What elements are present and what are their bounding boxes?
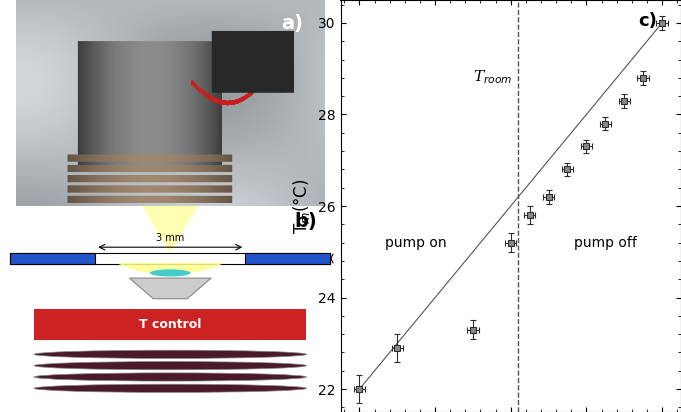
Text: c): c) [638, 12, 657, 30]
Text: pump on: pump on [385, 236, 447, 250]
Text: T$_{room}$: T$_{room}$ [473, 69, 513, 87]
Ellipse shape [34, 350, 306, 358]
Text: b): b) [294, 212, 317, 231]
Y-axis label: T$_m$(°C): T$_m$(°C) [291, 178, 313, 234]
Bar [10, 253, 95, 264]
Ellipse shape [34, 384, 306, 392]
Bar [34, 309, 306, 340]
Polygon shape [143, 206, 197, 251]
Bar [10, 253, 330, 264]
Text: 200 μm: 200 μm [344, 254, 376, 263]
Text: 3 mm: 3 mm [156, 233, 185, 243]
Text: pump off: pump off [574, 236, 637, 250]
Polygon shape [119, 264, 221, 272]
Text: a): a) [281, 14, 303, 33]
Ellipse shape [34, 362, 306, 370]
Text: T control: T control [139, 318, 202, 331]
Ellipse shape [150, 269, 191, 276]
Bar [245, 253, 330, 264]
Polygon shape [129, 278, 211, 299]
Ellipse shape [34, 373, 306, 381]
